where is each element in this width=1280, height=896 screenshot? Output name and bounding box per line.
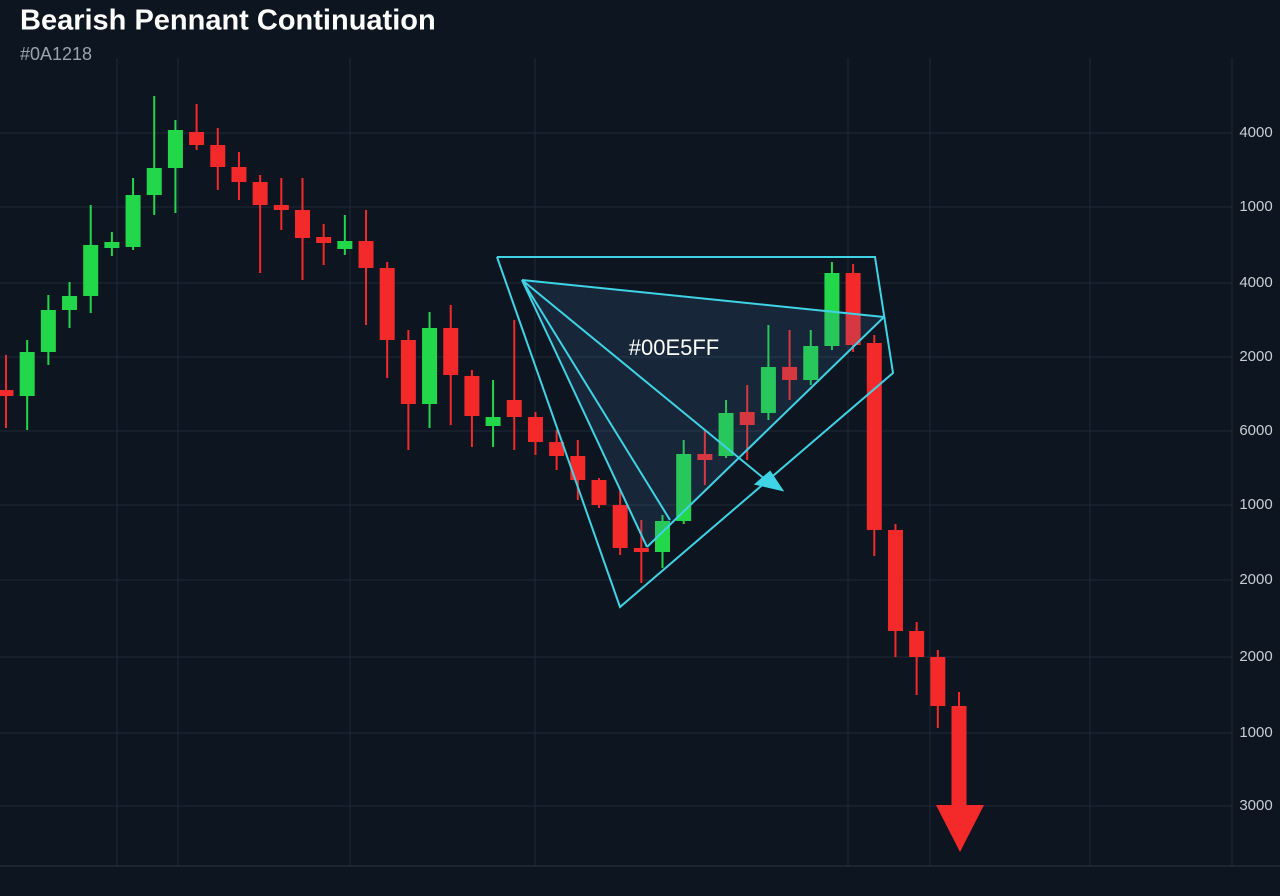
candle-body xyxy=(104,242,120,248)
candle-body xyxy=(146,168,162,195)
y-tick-label: 4000 xyxy=(1239,124,1272,141)
annotation: #00E5FF xyxy=(629,335,720,360)
candle-body xyxy=(19,352,35,396)
candle-body xyxy=(930,657,946,706)
candle-body xyxy=(167,130,183,168)
candle-body xyxy=(210,145,226,167)
candle-body xyxy=(337,241,353,249)
candle-body xyxy=(739,412,755,425)
vertical-grid xyxy=(116,58,1233,866)
candle-body xyxy=(887,530,903,631)
candle-body xyxy=(612,505,628,548)
pennant-line xyxy=(521,279,671,521)
candle-body xyxy=(824,273,840,346)
candle-body xyxy=(697,454,713,460)
candle-body xyxy=(40,310,56,352)
pennant-line xyxy=(521,279,773,486)
candle-body xyxy=(400,340,416,404)
candle-body xyxy=(782,367,798,380)
candle-body xyxy=(83,245,99,296)
candle-body xyxy=(803,346,819,380)
y-tick-label: 4000 xyxy=(1239,274,1272,291)
candle-body xyxy=(549,442,565,456)
y-tick-label: 1000 xyxy=(1239,496,1272,513)
candle-body xyxy=(125,195,141,247)
pennant-pattern xyxy=(496,256,895,609)
candle-body xyxy=(464,376,480,416)
candle-body xyxy=(62,296,78,310)
pennant-line xyxy=(521,279,885,318)
y-tick-label: 6000 xyxy=(1239,422,1272,439)
y-tick-label: 2000 xyxy=(1239,571,1272,588)
pennant-outline xyxy=(496,256,895,609)
chart-title: Bearish Pennant Continuation xyxy=(20,5,436,37)
y-tick-label: 1000 xyxy=(1239,724,1272,741)
candle-body xyxy=(591,480,607,505)
candle-body xyxy=(845,273,861,345)
candle-body xyxy=(866,343,882,530)
candle-body xyxy=(443,328,459,375)
candle-body xyxy=(527,417,543,442)
candle-body xyxy=(485,417,501,426)
candle-body xyxy=(273,205,289,210)
candle-body xyxy=(358,241,374,268)
candle-body xyxy=(252,182,268,205)
candle-body xyxy=(231,167,247,182)
candle-body xyxy=(909,631,925,657)
y-tick-label: 3000 xyxy=(1239,797,1272,814)
pennant-line xyxy=(646,316,885,548)
candle-body xyxy=(0,390,14,396)
candle-body xyxy=(316,237,332,243)
chart-subtitle: #0A1218 xyxy=(20,44,92,64)
breakdown-arrow-head xyxy=(936,805,984,852)
arrow-head xyxy=(753,470,785,492)
y-tick-label: 2000 xyxy=(1239,648,1272,665)
candle-body xyxy=(676,454,692,521)
candle-body xyxy=(951,706,967,810)
pennant-fill xyxy=(522,280,884,547)
candle-body xyxy=(760,367,776,413)
candle-body xyxy=(379,268,395,340)
y-tick-label: 2000 xyxy=(1239,348,1272,365)
candle-body xyxy=(422,328,438,404)
candle-body xyxy=(570,456,586,480)
candle-body xyxy=(189,132,205,145)
candle-body xyxy=(633,548,649,552)
y-tick-label: 1000 xyxy=(1239,198,1272,215)
candle-body xyxy=(506,400,522,417)
candle-body xyxy=(294,210,310,238)
pennant-line xyxy=(521,279,648,548)
